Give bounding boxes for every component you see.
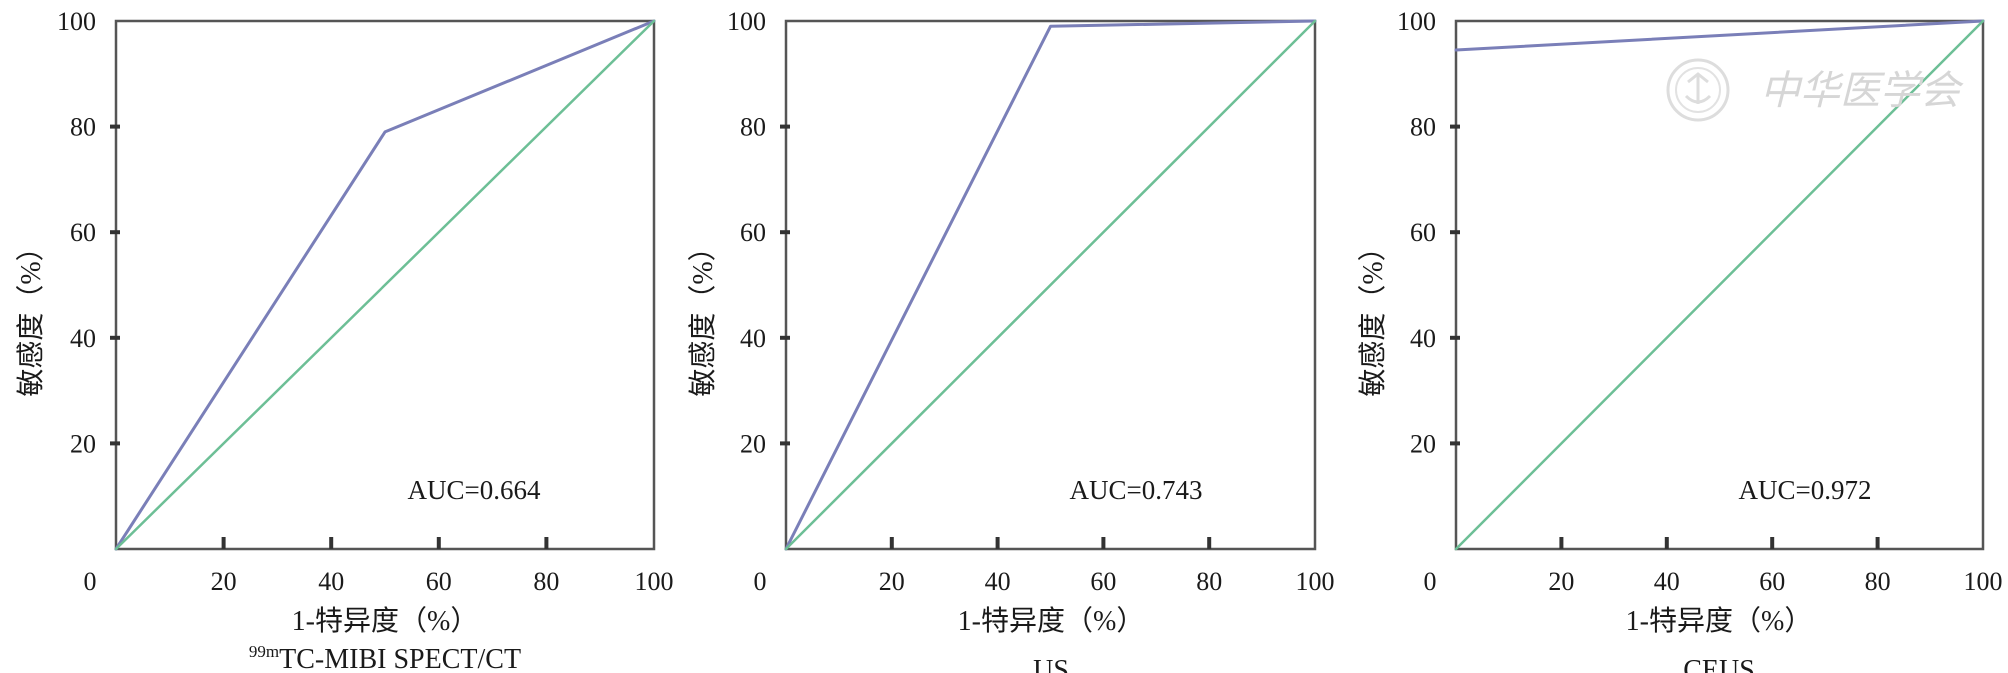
panel-1-reference-diagonal [114, 19, 656, 551]
y-tick-label: 20 [1410, 429, 1436, 458]
panel-1-roc-curve [114, 19, 656, 551]
watermark-text: 中华医学会 [1760, 68, 1964, 114]
y-tick-label: 60 [70, 218, 96, 247]
panel-3-x-ticks: 20 40 60 80 100 [1548, 537, 2003, 596]
panel-2-frame [784, 19, 1317, 551]
x-tick-label: 60 [1759, 567, 1785, 596]
panel-1-x-ticks: 20 40 60 80 100 [211, 537, 674, 596]
panel-3-y-ticks: 20 40 60 80 100 [1397, 7, 1460, 458]
panel-2-y-ticks: 20 40 60 80 100 [727, 7, 790, 458]
y-tick-label: 60 [1410, 218, 1436, 247]
panel-1-zero-label: 0 [84, 567, 97, 596]
y-tick-label: 100 [1397, 7, 1436, 36]
panel-2-series [784, 19, 1317, 551]
panel-3-x-axis-title: 1-特异度（%） [1626, 605, 1813, 637]
panel-3-roc-curve [1454, 19, 1985, 52]
panel-2-roc-curve [784, 19, 1317, 551]
x-tick-label: 60 [1090, 567, 1116, 596]
panel-3-series [1454, 19, 1985, 551]
y-tick-label: 40 [740, 324, 766, 353]
y-tick-label: 100 [57, 7, 96, 36]
panel-3-subtitle: CEUS [1683, 655, 1755, 673]
panel-2: 20 40 60 80 100 20 40 60 80 100 0 AUC=0.743 1-特异… [687, 7, 1335, 673]
watermark [1666, 58, 1730, 122]
y-tick-label: 20 [740, 429, 766, 458]
y-tick-label: 80 [740, 113, 766, 142]
panel-1-series [114, 19, 656, 551]
panel-1: 20 40 60 80 100 20 40 60 80 100 0 AUC=0.664 1-特异… [15, 7, 674, 673]
panel-2-x-ticks: 20 40 60 80 100 [879, 537, 1335, 596]
x-tick-label: 20 [211, 567, 237, 596]
panel-2-y-axis-title: 敏感度（%） [687, 233, 719, 396]
y-tick-label: 80 [1410, 113, 1436, 142]
panel-1-subtitle-main: TC-MIBI SPECT/CT [279, 644, 521, 673]
x-tick-label: 100 [1296, 567, 1335, 596]
panel-3-auc-label: AUC=0.972 [1739, 475, 1872, 505]
x-tick-label: 80 [533, 567, 559, 596]
panel-2-auc-label: AUC=0.743 [1070, 475, 1203, 505]
y-tick-label: 60 [740, 218, 766, 247]
panel-3-frame [1454, 19, 1985, 551]
x-tick-label: 60 [426, 567, 452, 596]
panel-2-reference-diagonal [784, 19, 1317, 551]
panel-1-x-axis-title: 1-特异度（%） [292, 605, 479, 637]
panel-2-zero-label: 0 [754, 567, 767, 596]
y-tick-label: 20 [70, 429, 96, 458]
panel-1-y-axis-title: 敏感度（%） [15, 233, 47, 396]
x-tick-label: 20 [879, 567, 905, 596]
panel-1-subtitle: 99mTC-MIBI SPECT/CT [249, 642, 521, 673]
panel-1-auc-label: AUC=0.664 [408, 475, 541, 505]
y-tick-label: 80 [70, 113, 96, 142]
y-tick-label: 40 [1410, 324, 1436, 353]
x-tick-label: 100 [1964, 567, 2003, 596]
panel-3-subtitle-main: CEUS [1683, 655, 1755, 673]
panel-1-subtitle-prefix: 99m [249, 642, 279, 661]
x-tick-label: 40 [985, 567, 1011, 596]
y-tick-label: 100 [727, 7, 766, 36]
panel-2-x-axis-title: 1-特异度（%） [958, 605, 1145, 637]
panel-2-subtitle: US [1033, 655, 1069, 673]
panel-3-y-axis-title: 敏感度（%） [1357, 233, 1389, 396]
panel-3: 20 40 60 80 100 20 40 60 80 100 0 AUC=0.972 1-特异… [1357, 7, 2003, 673]
y-tick-label: 40 [70, 324, 96, 353]
x-tick-label: 80 [1865, 567, 1891, 596]
panel-1-frame [114, 19, 656, 551]
x-tick-label: 100 [635, 567, 674, 596]
panel-1-y-ticks: 20 40 60 80 100 [57, 7, 120, 458]
x-tick-label: 80 [1196, 567, 1222, 596]
panel-2-subtitle-main: US [1033, 655, 1069, 673]
panel-3-reference-diagonal [1454, 19, 1985, 551]
x-tick-label: 20 [1548, 567, 1574, 596]
panel-3-zero-label: 0 [1424, 567, 1437, 596]
watermark-seal [1666, 58, 1730, 122]
x-tick-label: 40 [318, 567, 344, 596]
x-tick-label: 40 [1654, 567, 1680, 596]
